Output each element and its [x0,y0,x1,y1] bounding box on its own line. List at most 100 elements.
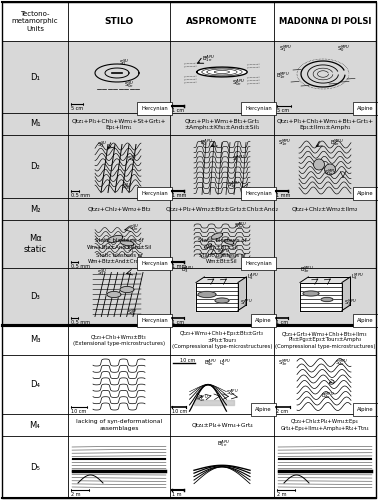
Text: S$_{0n}^{APU}$: S$_{0n}^{APU}$ [217,248,230,258]
Text: B$_{1n}^{APU}$: B$_{1n}^{APU}$ [202,54,215,64]
Text: Hercynian: Hercynian [141,106,168,111]
Text: B$_{1n}^{MPU}$: B$_{1n}^{MPU}$ [276,70,290,82]
Text: Hercynian: Hercynian [245,106,272,111]
Text: M₄: M₄ [29,420,40,430]
Text: D₅: D₅ [30,462,40,471]
Text: 2 m: 2 m [277,492,287,497]
Bar [2,198,376,220]
Polygon shape [120,240,134,246]
Polygon shape [197,67,247,77]
Text: 1 mm: 1 mm [172,193,186,198]
Polygon shape [198,292,216,298]
Polygon shape [107,292,121,298]
Text: S$_{0n}^{APU}$: S$_{0n}^{APU}$ [232,78,245,88]
Text: L$_{3}^{APU}$: L$_{3}^{APU}$ [247,272,260,282]
Polygon shape [300,282,342,310]
Polygon shape [238,277,246,310]
Text: B$_{5n}^{APU}$: B$_{5n}^{APU}$ [217,438,231,450]
Polygon shape [215,298,229,303]
Text: 5 cm: 5 cm [277,108,289,113]
Text: Tectono-
metamorphic
Units: Tectono- metamorphic Units [12,11,58,32]
Text: Alpine: Alpine [357,407,374,412]
Text: 5 cm: 5 cm [71,106,83,111]
Text: 10 cm: 10 cm [180,358,195,364]
Text: 1 mm: 1 mm [172,264,186,269]
Text: S$_{1n}^{MPU}$: S$_{1n}^{MPU}$ [278,138,291,148]
Text: 1 cm: 1 cm [172,108,184,113]
Text: Static blastesis of
Wm±Bt±Sil: Static blastesis of Wm±Bt±Sil [198,253,245,264]
Text: Hercynian: Hercynian [141,191,168,196]
Text: 2 m: 2 m [71,492,81,497]
Polygon shape [196,282,238,310]
Polygon shape [321,298,333,302]
Polygon shape [211,233,223,239]
Text: lacking of syn-deformational
assemblages: lacking of syn-deformational assemblages [76,420,162,430]
Text: 1 mm: 1 mm [276,193,290,198]
Text: S$_{3}^{APU}$: S$_{3}^{APU}$ [240,297,253,308]
Text: Hercynian: Hercynian [245,261,272,266]
Text: 2 cm: 2 cm [276,409,288,414]
Text: Qtz₃+Grt₃+Wm₃+Chl₃+Bt₃+Ilm₃
Pl₃±Pg₃±Ep₃±Tour₃±Amph₃
(Compressional type-microstr: Qtz₃+Grt₃+Wm₃+Chl₃+Bt₃+Ilm₃ Pl₃±Pg₃±Ep₃±… [275,332,375,348]
Text: S$_{2n}^{SU}$: S$_{2n}^{SU}$ [129,222,139,234]
Text: Static blastesis of
Wm±Bt±Sil: Static blastesis of Wm±Bt±Sil [198,238,246,250]
Text: Hercynian: Hercynian [141,318,168,323]
Text: D₄: D₄ [30,380,40,389]
Text: B$_{3n}^{MPU}$: B$_{3n}^{MPU}$ [300,264,314,275]
Polygon shape [204,244,212,248]
Text: B$_{3}^{APU}$: B$_{3}^{APU}$ [181,264,194,275]
Text: L$_{4}^{APU}$: L$_{4}^{APU}$ [219,358,231,368]
Text: 10 cm: 10 cm [71,409,86,414]
Text: Mα
static: Mα static [23,234,46,254]
Text: Qtz₄+Chl₄±Pl₄+Wm₄±Ep₄
Grt₄+Ep₄+Ilm₄+Amph₄+Rt₄+Ttn₄: Qtz₄+Chl₄±Pl₄+Wm₄±Ep₄ Grt₄+Ep₄+Ilm₄+Amph… [281,420,369,430]
Text: D₁: D₁ [30,72,40,82]
Polygon shape [196,277,246,282]
Circle shape [313,159,324,170]
Text: S$_{2}^{SU}$: S$_{2}^{SU}$ [97,139,108,150]
Text: S$_{4n}^{MPU}$: S$_{4n}^{MPU}$ [335,358,349,368]
Text: S$_1^{SU}$: S$_1^{SU}$ [119,58,130,68]
Bar [2,41,376,113]
Text: Qtz₁+Pl₁+Wm₁+Bt₁+Grt₁
±Amph₁±Kfs₁±And₁±Sil₁: Qtz₁+Pl₁+Wm₁+Bt₁+Grt₁ ±Amph₁±Kfs₁±And₁±S… [184,118,260,130]
Text: B$_{4n}^{MPU}$: B$_{4n}^{MPU}$ [321,390,335,402]
Text: S$_{0n}^{SU}$: S$_{0n}^{SU}$ [127,307,138,318]
Bar [2,113,376,135]
Text: Alpine: Alpine [357,106,374,111]
Text: S$_{3}^{SU}$: S$_{3}^{SU}$ [97,267,108,278]
Polygon shape [300,277,350,282]
Polygon shape [303,291,319,296]
Text: 0.5 mm: 0.5 mm [71,193,90,198]
Text: S$_{4n}^{APU}$: S$_{4n}^{APU}$ [196,393,209,404]
Text: 10 cm: 10 cm [172,409,187,414]
Text: L$_{3}^{MPU}$: L$_{3}^{MPU}$ [352,272,364,282]
Polygon shape [224,240,234,244]
Text: S$_{0n}^{SU}$: S$_{0n}^{SU}$ [121,181,132,192]
Text: Qtz₃+Chl₃+Wm₃±Bt₃
(Extensional type-microstructures): Qtz₃+Chl₃+Wm₃±Bt₃ (Extensional type-micr… [73,334,165,345]
Text: Qtz₃+Wm₃+Chl₃+Ep₃±Bt₃±Grt₃
±Pl₃±Tour₃
(Compressional type-microstructures): Qtz₃+Wm₃+Chl₃+Ep₃±Bt₃±Grt₃ ±Pl₃±Tour₃ (C… [172,332,272,348]
Text: MADONNA DI POLSI: MADONNA DI POLSI [279,17,371,26]
Text: Qtz₂+Chl₂±Wm₂±Ilm₂: Qtz₂+Chl₂±Wm₂±Ilm₂ [292,206,358,212]
Text: 0.5 mm: 0.5 mm [71,264,90,269]
Text: S$_{1}^{MPU}$: S$_{1}^{MPU}$ [279,44,293,54]
Text: S$_{4n}^{APU}$: S$_{4n}^{APU}$ [226,387,239,398]
Text: 1 cm: 1 cm [276,320,288,325]
Text: S$_{1}^{SU}$: S$_{1}^{SU}$ [127,153,138,164]
Text: 0.5 mm: 0.5 mm [71,320,90,325]
Text: Alpine: Alpine [256,318,272,323]
Text: Alpine: Alpine [357,191,374,196]
Polygon shape [107,236,123,242]
Text: Static blastesis of
Wm+Btz±And±Crd±Sil: Static blastesis of Wm+Btz±And±Crd±Sil [88,253,150,264]
Text: S$_{2n}^{APU}$: S$_{2n}^{APU}$ [234,220,247,232]
Polygon shape [342,277,350,310]
Text: Hercynian: Hercynian [141,261,168,266]
Text: Qtz₂+Pl₂+Wm₂±Bt₂±Grt₂±Chl₂±And₂: Qtz₂+Pl₂+Wm₂±Bt₂±Grt₂±Chl₂±And₂ [166,206,279,212]
Text: B$_{4n}^{APU}$: B$_{4n}^{APU}$ [204,358,217,368]
Text: Alpine: Alpine [357,318,374,323]
Text: M₁: M₁ [30,120,40,128]
Text: D₂: D₂ [30,162,40,171]
Text: S$_{1}^{SU}$: S$_{1}^{SU}$ [127,244,137,256]
Text: Qtz₂+Chl₂+Wm₂+Bt₂: Qtz₂+Chl₂+Wm₂+Bt₂ [87,206,151,212]
Text: S$_{1n}^{APU}$: S$_{1n}^{APU}$ [227,179,240,190]
Bar [2,135,376,198]
Text: S$_{2}^{APU}$: S$_{2}^{APU}$ [232,153,245,164]
Text: D₃: D₃ [30,292,40,301]
